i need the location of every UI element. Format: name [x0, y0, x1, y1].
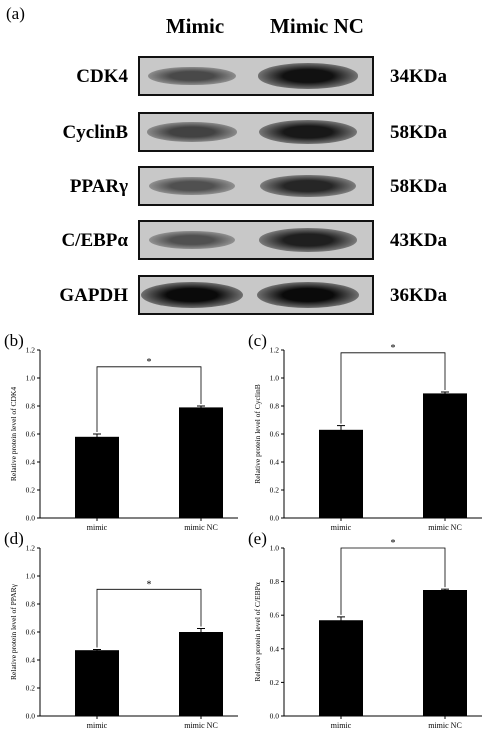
- y-tick-label: 0.4: [26, 656, 36, 665]
- chart-cdk4: (b) 0.0 0.2 0.4 0.6 0.8 1.0 1.2 Relative protein…: [4, 331, 238, 532]
- x-tick-label: mimic NC: [184, 523, 218, 532]
- y-tick-label: 0.8: [270, 577, 280, 586]
- y-tick-label: 1.0: [26, 374, 36, 383]
- bar-mimic-NC: [423, 590, 467, 716]
- column-header-mimic: Mimic: [165, 14, 225, 38]
- y-tick-label: 0.0: [26, 712, 36, 721]
- blot-strip-cebpa: [138, 220, 374, 260]
- significance-marker: *: [391, 343, 396, 354]
- y-axis-label: Relative protein level of CDK4: [9, 387, 18, 481]
- x-tick-label: mimic: [87, 523, 108, 532]
- y-tick-label: 1.2: [26, 346, 36, 355]
- bar-mimic: [75, 436, 119, 518]
- band-cyclinb-mimic-nc: [258, 119, 358, 145]
- column-header-mimic-nc: Mimic NC: [270, 14, 364, 38]
- panel-label: (b): [4, 331, 24, 350]
- y-tick-label: 0.4: [26, 458, 36, 467]
- blot-label-cebpa: C/EBPα: [61, 230, 128, 251]
- bar-mimic: [319, 620, 363, 716]
- significance-bracket: [340, 352, 446, 424]
- y-tick-label: 0.4: [270, 644, 280, 653]
- x-tick-label: mimic: [331, 721, 352, 730]
- y-tick-label: 0.0: [270, 514, 280, 523]
- y-tick-label: 0.6: [26, 628, 36, 637]
- significance-bracket: [96, 366, 202, 432]
- x-tick-label: mimic NC: [428, 523, 462, 532]
- panel-label: (d): [4, 529, 24, 548]
- x-tick-label: mimic NC: [184, 721, 218, 730]
- kda-label-pparg: 58KDa: [390, 176, 447, 197]
- blot-strip-cdk4: [138, 56, 374, 96]
- x-tick-label: mimic: [331, 523, 352, 532]
- y-tick-label: 0.8: [26, 402, 36, 411]
- y-axis-label: Relative protein level of CyclinB: [253, 384, 262, 484]
- kda-label-cebpa: 43KDa: [390, 230, 447, 251]
- band-cebpa-mimic-nc: [259, 228, 357, 252]
- blot-label-gapdh: GAPDH: [59, 285, 128, 306]
- band-pparg-mimic: [149, 177, 235, 195]
- significance-marker: *: [147, 357, 152, 368]
- y-tick-label: 0.6: [270, 611, 280, 620]
- y-tick-label: 0.2: [26, 486, 36, 495]
- panel-label: (c): [248, 331, 267, 350]
- y-axis-label: Relative protein level of C/EBPα: [253, 582, 262, 681]
- y-tick-label: 0.6: [270, 430, 280, 439]
- kda-label-gapdh: 36KDa: [390, 285, 447, 306]
- band-cyclinb-mimic: [147, 122, 237, 142]
- bar-mimic-NC: [423, 393, 467, 518]
- kda-label-cdk4: 34KDa: [390, 66, 447, 87]
- bar-mimic: [319, 429, 363, 518]
- y-tick-label: 0.8: [270, 402, 280, 411]
- bar-mimic-NC: [179, 632, 223, 716]
- blot-label-cdk4: CDK4: [76, 66, 128, 87]
- band-gapdh-mimic: [141, 282, 243, 308]
- y-tick-label: 0.6: [26, 430, 36, 439]
- y-tick-label: 0.2: [26, 684, 36, 693]
- bar-mimic-NC: [179, 407, 223, 518]
- x-tick-label: mimic NC: [428, 721, 462, 730]
- chart-pparg: (d) 0.0 0.2 0.4 0.6 0.8 1.0 1.2 Relative protein…: [4, 529, 238, 730]
- y-tick-label: 1.0: [270, 374, 280, 383]
- y-tick-label: 1.2: [270, 346, 280, 355]
- chart-cyclinb: (c) 0.0 0.2 0.4 0.6 0.8 1.0 1.2 Relative protein…: [248, 331, 482, 532]
- y-tick-label: 0.0: [26, 514, 36, 523]
- band-pparg-mimic-nc: [260, 174, 356, 198]
- band-cdk4-mimic-nc: [257, 63, 359, 89]
- panel-label-a: (a): [6, 4, 25, 23]
- panel-label: (e): [248, 529, 267, 548]
- kda-label-cyclinb: 58KDa: [390, 122, 447, 143]
- blot-strip-cyclinb: [138, 112, 374, 152]
- bar-mimic: [75, 650, 119, 716]
- significance-marker: *: [147, 579, 152, 590]
- significance-bracket: [340, 547, 446, 615]
- y-tick-label: 1.0: [270, 544, 280, 553]
- blot-label-cyclinb: CyclinB: [62, 122, 128, 143]
- y-tick-label: 0.2: [270, 678, 280, 687]
- band-gapdh-mimic-nc: [257, 282, 359, 308]
- y-tick-label: 1.2: [26, 544, 36, 553]
- y-tick-label: 1.0: [26, 572, 36, 581]
- band-cdk4-mimic: [148, 66, 236, 86]
- band-cebpa-mimic: [149, 231, 235, 249]
- x-tick-label: mimic: [87, 721, 108, 730]
- blot-strip-gapdh: [138, 275, 374, 315]
- blot-label-pparg: PPARγ: [69, 176, 128, 197]
- y-tick-label: 0.0: [270, 712, 280, 721]
- significance-marker: *: [391, 538, 396, 549]
- chart-cebpa: (e) 0.0 0.2 0.4 0.6 0.8 1.0 Relative protein le…: [248, 529, 482, 730]
- y-tick-label: 0.8: [26, 600, 36, 609]
- blot-strip-pparg: [138, 166, 374, 206]
- significance-bracket: [96, 588, 202, 648]
- y-axis-label: Relative protein level of PPARγ: [9, 583, 18, 680]
- y-tick-label: 0.4: [270, 458, 280, 467]
- y-tick-label: 0.2: [270, 486, 280, 495]
